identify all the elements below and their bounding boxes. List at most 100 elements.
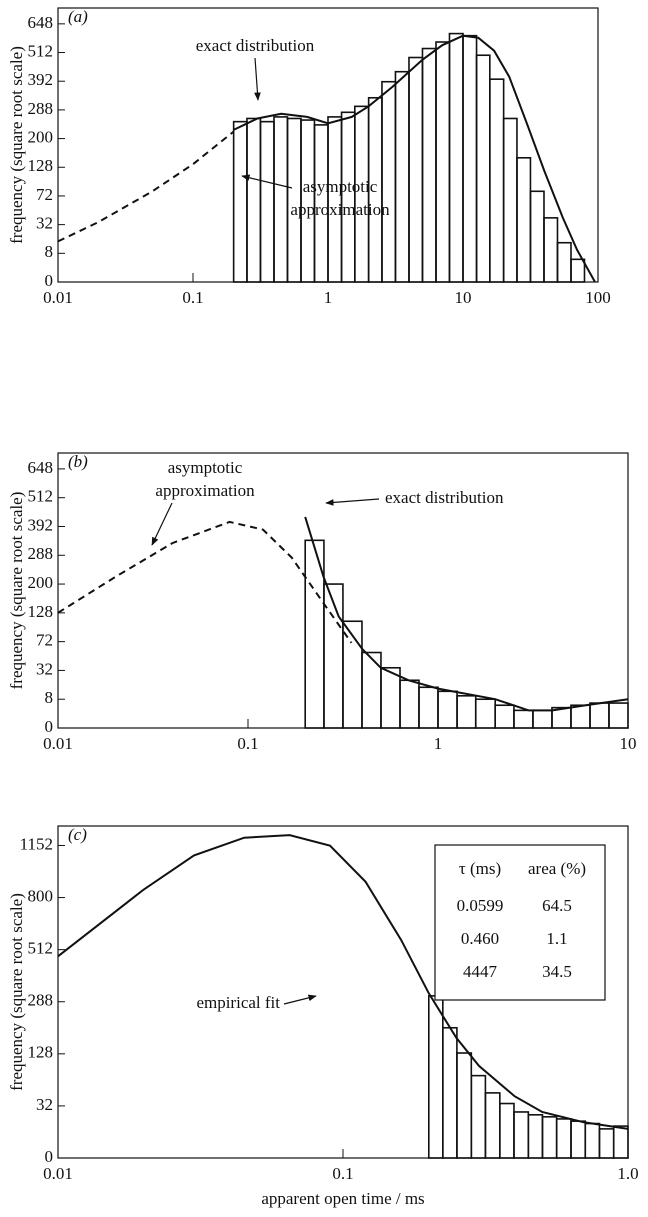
y-tick-label: 1152 — [20, 834, 53, 853]
y-tick-label: 648 — [28, 458, 54, 477]
histogram-bar — [556, 241, 572, 283]
histogram-bar — [529, 190, 545, 283]
histogram-bar — [246, 117, 262, 283]
y-tick-label: 0 — [45, 1147, 54, 1166]
histogram-bar — [612, 1125, 629, 1159]
histogram-bar — [494, 704, 515, 729]
histogram-bar — [589, 702, 610, 729]
histogram-bar — [381, 80, 397, 283]
histogram-bar — [232, 120, 248, 283]
histogram-bar — [555, 1118, 572, 1159]
table-cell: 0.460 — [461, 929, 499, 948]
asymptotic-curve — [57, 520, 353, 644]
fit-curve — [233, 34, 596, 283]
histogram-bar — [435, 41, 451, 283]
histogram-bar — [340, 111, 356, 283]
annotation: approximation — [290, 200, 390, 219]
table-box — [434, 844, 606, 1001]
x-tick-label: 10 — [455, 288, 472, 307]
annotation: asymptotic — [168, 458, 243, 477]
y-tick-label: 0 — [45, 271, 54, 290]
y-axis-title: frequency (square root scale) — [7, 893, 26, 1091]
panel-label: (a) — [68, 7, 88, 26]
y-tick-label: 288 — [28, 991, 54, 1010]
y-tick-label: 288 — [28, 544, 54, 563]
annotation-arrow — [151, 502, 173, 546]
table-cell: 64.5 — [542, 896, 572, 915]
x-tick-label: 0.01 — [43, 288, 73, 307]
annotation: empirical fit — [196, 993, 280, 1012]
histogram-bar — [394, 70, 410, 283]
x-tick-label: 1 — [434, 734, 443, 753]
x-tick-label: 0.01 — [43, 1164, 73, 1183]
annotation-arrow — [325, 498, 380, 506]
y-tick-label: 8 — [45, 242, 54, 261]
y-tick-label: 200 — [28, 573, 54, 592]
y-tick-label: 512 — [28, 41, 54, 60]
y-tick-label: 392 — [28, 515, 54, 534]
histogram-bar — [442, 1026, 458, 1159]
y-tick-label: 392 — [28, 70, 54, 89]
histogram-bar — [437, 690, 458, 729]
histogram-bar — [421, 47, 437, 283]
histogram-bar — [456, 1052, 473, 1159]
histogram-bar — [570, 1120, 587, 1159]
y-tick-label: 200 — [28, 127, 54, 146]
annotation-arrow — [241, 174, 293, 189]
y-tick-label: 288 — [28, 99, 54, 118]
histogram-bar — [484, 1092, 501, 1159]
y-axis-title: frequency (square root scale) — [7, 46, 26, 244]
y-tick-label: 32 — [36, 1095, 53, 1114]
x-axis-title: apparent open time / ms — [261, 1189, 424, 1208]
y-tick-label: 72 — [36, 631, 53, 650]
histogram-bar — [513, 1111, 530, 1159]
annotation: approximation — [155, 481, 255, 500]
histogram-bar — [380, 666, 401, 729]
y-tick-label: 512 — [28, 487, 54, 506]
annotation: exact distribution — [385, 488, 504, 507]
fit-curve — [304, 516, 629, 712]
histogram-bar — [427, 995, 444, 1159]
annotation-arrow — [254, 57, 261, 101]
histogram-bar — [474, 698, 496, 729]
y-tick-label: 512 — [28, 939, 54, 958]
table-cell: 34.5 — [542, 962, 572, 981]
histogram-bar — [499, 1102, 515, 1159]
panel-label: (c) — [68, 825, 87, 844]
histogram-bar — [502, 117, 518, 283]
x-tick-label: 100 — [585, 288, 611, 307]
histogram-bar — [342, 620, 363, 729]
histogram-bar — [399, 679, 420, 729]
y-tick-label: 32 — [36, 659, 53, 678]
y-tick-label: 128 — [28, 156, 54, 175]
table-header: τ (ms) — [459, 859, 501, 878]
histogram-bar — [448, 32, 464, 283]
x-tick-label: 0.01 — [43, 734, 73, 753]
histogram-bar — [527, 1114, 544, 1159]
histogram-bar — [418, 686, 439, 729]
table-cell: 1.1 — [546, 929, 567, 948]
histogram-bar — [570, 258, 586, 283]
annotation-arrow — [283, 994, 317, 1005]
histogram-bar — [323, 583, 344, 729]
histogram-bar — [273, 116, 289, 283]
histogram-bar — [541, 1116, 558, 1159]
x-tick-label: 0.1 — [332, 1164, 353, 1183]
histogram-bar — [470, 1074, 487, 1159]
histogram-bar — [259, 120, 275, 283]
table-cell: 4447 — [463, 962, 498, 981]
histogram-bar — [475, 54, 491, 283]
histogram-bar — [543, 217, 559, 283]
x-tick-label: 1.0 — [617, 1164, 638, 1183]
histogram-bar — [608, 702, 629, 729]
asymptotic-curve — [57, 130, 235, 243]
x-tick-label: 1 — [324, 288, 333, 307]
histogram-bar — [489, 78, 505, 283]
histogram-bar — [598, 1128, 615, 1159]
annotation: asymptotic — [303, 177, 378, 196]
histogram-bar — [462, 34, 478, 283]
histogram-bar — [456, 695, 477, 729]
table-header: area (%) — [528, 859, 586, 878]
x-tick-label: 0.1 — [237, 734, 258, 753]
